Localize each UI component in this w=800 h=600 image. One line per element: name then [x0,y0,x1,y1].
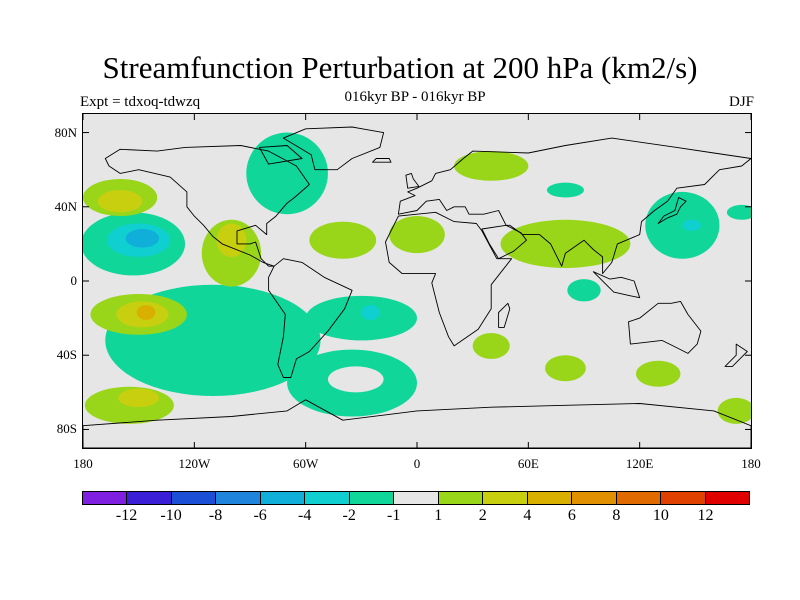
coastline-baffin [258,145,303,165]
contour-region-20 [389,216,445,254]
season-label: DJF [728,94,754,110]
lon-tick-label-4: 60E [517,456,539,471]
tick-marks [83,114,751,448]
coastline-australia [628,300,702,354]
contour-region-17 [309,221,377,259]
colorbar-swatch-6 [349,492,395,504]
contour-region-22 [545,355,586,382]
lat-tick-label-2: 0 [70,273,78,288]
colorbar-label-7: 1 [434,507,443,524]
coastline-madagascar [498,302,511,328]
coastline-iceland [372,158,392,163]
contour-region-27 [118,388,160,408]
lon-tick-label-5: 120E [625,456,654,471]
colorbar-swatch-3 [216,492,261,504]
map-svg [83,114,751,448]
colorbar-swatch-5 [305,492,350,504]
colorbar-swatch-12 [616,492,662,504]
lon-tick-label-2: 60W [293,456,319,471]
chart-subtitle: 016kyr BP - 016kyr BP [344,89,486,105]
map-plot-area [82,113,752,449]
colorbar-swatch-11 [572,492,617,504]
contour-region-18 [454,151,529,181]
contour-region-28 [216,223,247,257]
colorbar-label-1: -10 [160,507,182,524]
colorbar-label-10: 6 [567,507,576,524]
colorbar-label-3: -6 [253,507,267,524]
contour-fills [83,132,751,424]
coastline-antarctica-coast [83,399,751,448]
colorbar-swatch-7 [394,492,439,504]
colorbar-swatch-2 [171,492,217,504]
lon-tick-label-3: 0 [413,456,421,471]
colorbar-swatch-8 [438,492,484,504]
contour-region-6 [567,279,601,302]
contour-region-24 [717,397,751,424]
coastline-japan [657,197,687,224]
colorbar-swatch-13 [661,492,706,504]
colorbar-label-4: -4 [297,507,312,524]
coastline-arabia [481,224,527,260]
coastline-indonesia [592,271,641,299]
colorbar-label-0: -12 [115,507,138,524]
contour-region-23 [635,360,681,387]
lon-tick-label-0: 180 [73,456,93,471]
coastline-greenland [282,126,385,171]
coastline-uk [405,172,420,189]
colorbar-swatch-1 [127,492,172,504]
contour-region-25 [97,190,143,213]
contour-region-5 [546,182,584,198]
contour-region-8 [726,204,751,220]
coastline-africa [385,211,513,347]
lat-tick-label-4: 80S [56,421,77,437]
lat-tick-label-1: 40N [54,198,77,214]
colorbar-label-2: -8 [208,507,223,524]
lat-tick-label-3: 40S [56,347,77,363]
lat-tick-label-0: 80N [54,124,77,140]
colorbar-swatch-10 [527,492,573,504]
coastline-new-zealand [724,343,748,367]
contour-hole-0 [327,366,384,393]
contour-region-29 [136,305,156,320]
colorbar-label-13: 12 [697,507,714,524]
colorbar-label-6: -1 [387,507,401,524]
coastlines [83,126,751,448]
colorbar-swatch-9 [483,492,528,504]
colorbar-swatch-14 [705,492,750,504]
contour-region-10 [361,305,380,320]
lon-tick-label-6: 180 [741,456,761,471]
contour-region-11 [682,219,701,231]
colorbar-label-9: 4 [523,507,532,524]
contour-region-12 [125,229,160,248]
colorbar-swatch-0 [83,492,128,504]
colorbar-swatch-4 [260,492,306,504]
coastline-eurasia [397,137,751,275]
colorbar-label-11: 8 [612,507,621,524]
colorbar-label-12: 10 [652,507,669,524]
contour-region-21 [472,332,510,359]
lon-tick-label-1: 120W [178,456,211,471]
coastline-north-america [104,145,310,267]
contour-region-19 [500,219,631,269]
chart-title: Streamfunction Perturbation at 200 hPa (… [102,50,698,85]
experiment-label: Expt = tdxoq-tdwzq [80,94,201,110]
contour-region-4 [246,132,328,215]
colorbar [82,491,750,505]
colorbar-label-5: -2 [342,507,356,524]
contour-region-2 [305,295,417,341]
coastline-south-america [268,258,353,378]
colorbar-label-8: 2 [478,507,487,524]
